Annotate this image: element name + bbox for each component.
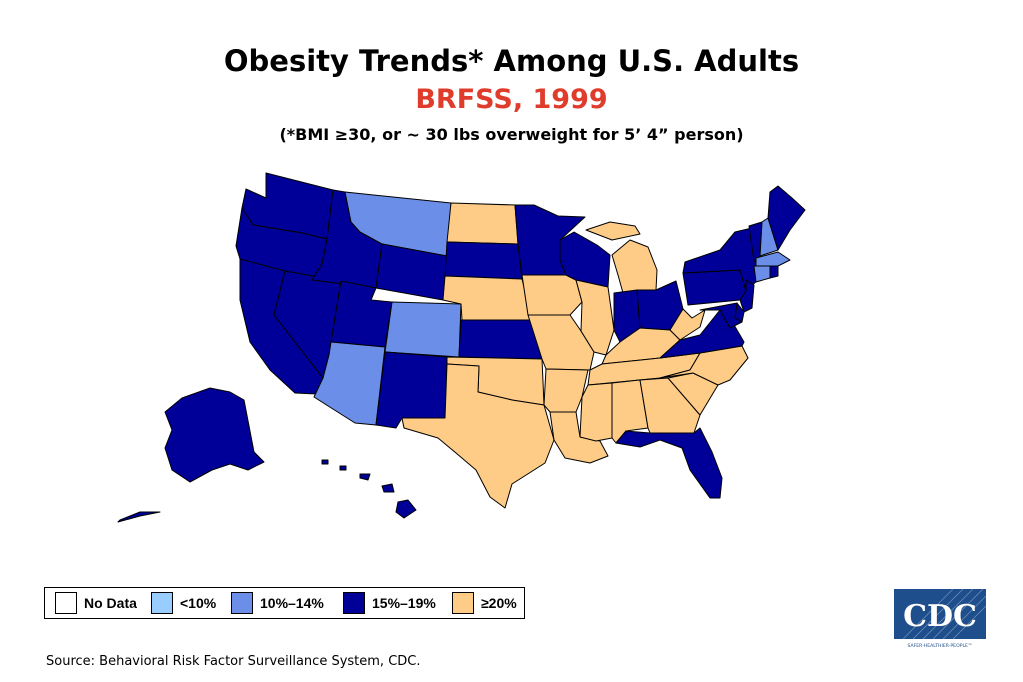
- state-az: [313, 341, 386, 426]
- page-title: Obesity Trends* Among U.S. Adults: [223, 44, 800, 78]
- map-legend: No Data <10% 10%–14% 15%–19% ≥20%: [44, 587, 525, 619]
- state-ia: [521, 274, 583, 316]
- legend-swatch: [343, 592, 365, 614]
- state-la: [549, 411, 609, 464]
- state-ri: [769, 265, 779, 279]
- legend-item: <10%: [151, 592, 216, 614]
- state-tx: [401, 363, 555, 509]
- cdc-logo: CDC SAFER·HEALTHIER·PEOPLE™: [894, 588, 987, 649]
- legend-item: 10%–14%: [231, 592, 324, 614]
- state-nd: [446, 202, 519, 245]
- logo-tagline: SAFER·HEALTHIER·PEOPLE™: [907, 643, 972, 649]
- state-mo: [527, 314, 595, 371]
- legend-item: 15%–19%: [343, 592, 436, 614]
- source-note: Source: Behavioral Risk Factor Surveilla…: [46, 654, 421, 669]
- legend-swatch: [151, 592, 173, 614]
- logo-text: CDC: [903, 599, 977, 634]
- legend-item: ≥20%: [452, 592, 517, 614]
- state-ak: [117, 387, 265, 523]
- legend-swatch: [452, 592, 474, 614]
- legend-label: 15%–19%: [372, 595, 436, 611]
- state-fl: [615, 427, 723, 499]
- page-subtitle: BRFSS, 1999: [415, 84, 608, 115]
- legend-item: No Data: [55, 592, 137, 614]
- state-ks: [458, 319, 543, 360]
- state-nm: [375, 351, 448, 429]
- legend-label: <10%: [180, 595, 217, 611]
- legend-label: No Data: [84, 595, 137, 611]
- state-md: [699, 302, 743, 329]
- legend-label: ≥20%: [481, 595, 517, 611]
- state-pa: [682, 269, 747, 306]
- legend-swatch: [55, 592, 77, 614]
- state-ms: [579, 382, 613, 442]
- state-ma: [755, 251, 791, 267]
- state-sd: [444, 241, 523, 280]
- state-hi: [321, 459, 417, 519]
- state-ut: [330, 280, 393, 348]
- state-mi: [585, 221, 658, 294]
- state-me: [767, 185, 806, 251]
- legend-label: 10%–14%: [260, 595, 324, 611]
- legend-swatch: [231, 592, 253, 614]
- bmi-note: (*BMI ≥30, or ~ 30 lbs overweight for 5’…: [279, 125, 744, 144]
- state-ct: [753, 265, 771, 283]
- state-co: [384, 301, 462, 358]
- state-il: [575, 279, 615, 356]
